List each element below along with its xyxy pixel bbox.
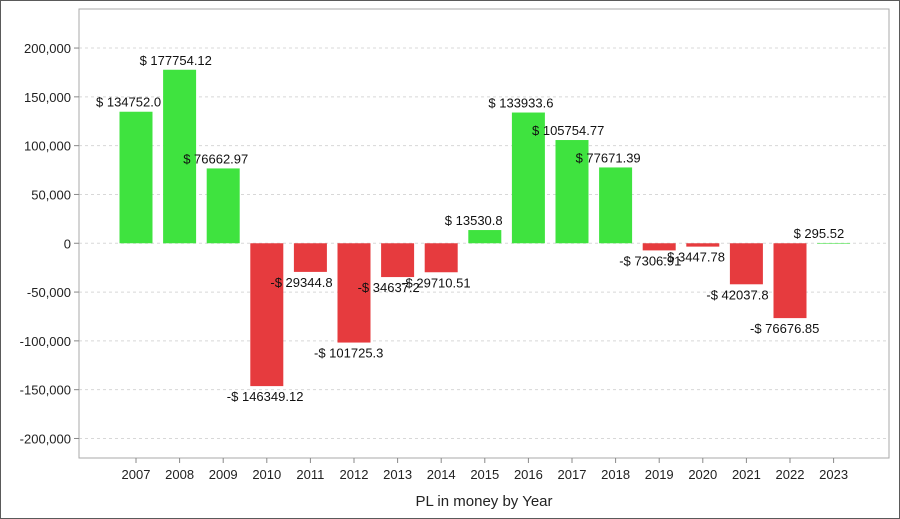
bar-2018 (599, 167, 633, 244)
x-tick-label: 2021 (732, 467, 761, 482)
bar-2020 (686, 243, 720, 247)
bar-2009 (206, 168, 240, 244)
x-tick-label: 2008 (165, 467, 194, 482)
bar-2007 (119, 111, 153, 244)
x-tick-label: 2012 (340, 467, 369, 482)
bar-2023 (817, 242, 851, 244)
x-tick-label: 2017 (558, 467, 587, 482)
y-tick-label: 50,000 (31, 187, 71, 202)
data-label: -$ 3447.78 (663, 250, 725, 265)
x-tick-label: 2011 (296, 467, 324, 482)
bars (119, 69, 851, 387)
x-axis-title: PL in money by Year (415, 493, 552, 510)
y-tick-label: 200,000 (24, 41, 71, 56)
x-axis-ticks: 2007 2008 2009 2010 2011 2012 2013 2014 2015 2016… (122, 458, 848, 482)
data-label: -$ 29344.8 (270, 275, 332, 290)
data-label: -$ 42037.8 (706, 287, 768, 302)
axes (78, 8, 890, 459)
data-label: $ 105754.77 (532, 123, 604, 138)
x-tick-label: 2022 (776, 467, 805, 482)
plot-area-border (78, 8, 890, 459)
y-tick-label: 150,000 (24, 90, 71, 105)
x-tick-label: 2018 (601, 467, 630, 482)
y-tick-label: -200,000 (20, 431, 71, 446)
y-tick-label: 100,000 (24, 139, 71, 154)
data-label: -$ 146349.12 (227, 389, 304, 404)
data-label: $ 77671.39 (576, 150, 641, 165)
data-label: $ 76662.97 (183, 151, 248, 166)
y-tick-label: -100,000 (20, 334, 71, 349)
data-label: $ 134752.0 (96, 95, 161, 110)
data-label: $ 133933.6 (488, 96, 553, 111)
x-tick-label: 2015 (470, 467, 499, 482)
x-tick-label: 2009 (209, 467, 238, 482)
data-label: $ 13530.8 (445, 213, 503, 228)
x-tick-label: 2007 (122, 467, 151, 482)
data-label: $ 295.52 (794, 226, 845, 241)
y-tick-label: -50,000 (27, 285, 71, 300)
bar-2010 (250, 243, 284, 387)
y-tick-label: 0 (64, 236, 71, 251)
bar-2016 (511, 112, 545, 244)
x-tick-label: 2013 (383, 467, 412, 482)
x-tick-label: 2019 (645, 467, 674, 482)
bar-2015 (468, 230, 502, 244)
x-tick-label: 2023 (819, 467, 848, 482)
x-tick-label: 2014 (427, 467, 456, 482)
data-label: $ 177754.12 (140, 53, 212, 68)
y-axis-ticks: 200,000 150,000 100,000 50,000 0 -50,000 -100,… (20, 41, 79, 446)
data-labels: $ 134752.0 $ 177754.12 $ 76662.97 -$ 146349… (96, 53, 844, 404)
y-tick-label: -150,000 (20, 383, 71, 398)
data-label: -$ 34637.2 (358, 280, 420, 295)
bar-2008 (163, 69, 197, 244)
data-label: -$ 101725.3 (314, 346, 383, 361)
bar-2021 (729, 243, 763, 285)
bar-2022 (773, 243, 807, 319)
x-tick-label: 2020 (688, 467, 717, 482)
bar-2012 (337, 243, 371, 343)
bar-2011 (293, 243, 327, 272)
x-tick-label: 2016 (514, 467, 543, 482)
data-label: -$ 76676.85 (750, 321, 819, 336)
bar-2019 (642, 243, 676, 251)
bar-2014 (424, 243, 458, 273)
bar-2013 (381, 243, 415, 278)
bar-2017 (555, 140, 589, 244)
x-tick-label: 2010 (252, 467, 281, 482)
data-label: -$ 29710.51 (401, 275, 470, 290)
data-label: -$ 7306.91 (619, 253, 681, 268)
